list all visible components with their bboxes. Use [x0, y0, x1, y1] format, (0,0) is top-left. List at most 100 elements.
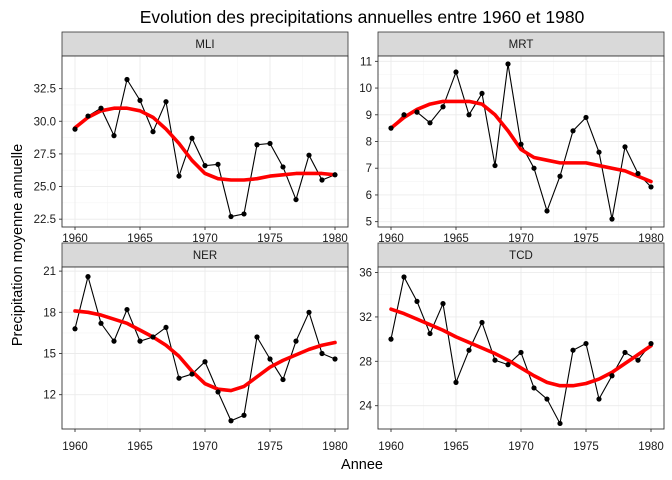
data-point [531, 165, 537, 171]
data-point [150, 334, 156, 340]
x-tick-label: 1980 [322, 441, 348, 453]
y-tick-label: 6 [366, 190, 372, 202]
data-point [427, 330, 433, 337]
x-axis-title: Annee [341, 457, 383, 473]
y-tick-label: 10 [359, 83, 372, 95]
data-point [176, 173, 182, 179]
x-tick-label: 1960 [378, 441, 404, 453]
data-point [518, 349, 524, 356]
y-tick-label: 30.0 [34, 116, 56, 128]
x-tick-label: 1965 [127, 233, 153, 245]
data-point [635, 357, 641, 363]
smooth-trend-line [73, 106, 337, 182]
data-point [583, 340, 589, 347]
x-tick-label: 1970 [508, 441, 534, 453]
chart-title: Evolution des precipitations annuelles e… [140, 7, 585, 27]
data-point [332, 356, 338, 362]
x-tick-label: 1965 [443, 441, 469, 453]
data-point [609, 216, 615, 222]
major-grid [378, 56, 664, 227]
y-tick-label: 18 [43, 307, 56, 319]
data-point [280, 164, 286, 170]
data-point [635, 170, 641, 177]
x-tick-label: 1975 [573, 233, 599, 245]
data-point [622, 144, 628, 150]
data-point [648, 184, 654, 190]
data-point [215, 389, 221, 395]
data-point [293, 196, 299, 203]
data-point [189, 371, 195, 377]
x-tick-label: 1980 [322, 233, 348, 245]
data-point [583, 114, 589, 121]
data-point [241, 412, 247, 418]
data-point [241, 211, 247, 217]
data-point [466, 347, 472, 353]
smooth-trend-line [389, 99, 653, 184]
data-point [557, 173, 563, 179]
data-point [124, 306, 130, 313]
y-tick-label: 32.5 [34, 84, 56, 96]
data-point [202, 359, 208, 365]
data-point [466, 112, 472, 118]
facet-strip [377, 242, 665, 268]
y-tick-label: 36 [359, 268, 372, 280]
data-point [596, 396, 602, 402]
facet-panel-tcd: TCD 1960 1965 1970 1975 1980 24 28 32 36 [359, 242, 665, 453]
data-point [98, 105, 104, 111]
data-point [544, 208, 550, 214]
data-point [401, 274, 407, 280]
observed-points [72, 76, 338, 220]
x-tick-label: 1970 [192, 233, 218, 245]
data-point [531, 385, 537, 391]
smooth-trend-line [73, 309, 337, 393]
data-point [570, 347, 576, 353]
y-tick-label: 12 [43, 390, 56, 402]
data-point [228, 213, 234, 220]
x-tick-label: 1970 [508, 233, 534, 245]
data-point [293, 338, 299, 344]
data-point [215, 161, 221, 167]
data-point [440, 104, 446, 110]
facet-panel-mli: MLI 1960 1965 1970 1975 1980 22.5 25.0 27.5 30.0 3… [34, 31, 349, 245]
data-point [176, 375, 182, 381]
data-point [111, 133, 117, 139]
data-point [544, 396, 550, 402]
data-point [137, 338, 143, 344]
data-point [189, 135, 195, 141]
x-tick-label: 1960 [378, 233, 404, 245]
y-axis-title: Precipitation moyenne annuelle [10, 144, 26, 346]
data-point [306, 152, 312, 158]
y-tick-label: 27.5 [34, 149, 56, 161]
observed-points [72, 274, 338, 424]
y-tick-label: 28 [359, 356, 372, 368]
data-point [150, 129, 156, 135]
data-point [98, 320, 104, 326]
data-point [427, 120, 433, 126]
data-point [492, 357, 498, 363]
facet-strip-label: MLI [195, 39, 214, 51]
data-point [479, 90, 485, 97]
x-tick-label: 1960 [62, 233, 88, 245]
y-tick-label: 11 [360, 56, 372, 68]
observed-points [388, 61, 654, 222]
data-point [453, 69, 459, 75]
data-point [401, 112, 407, 118]
major-grid [62, 267, 348, 429]
data-point [228, 418, 234, 424]
data-point [163, 99, 169, 105]
facet-panel-ner: NER 1960 1965 1970 1975 1980 12 15 18 21 [43, 242, 349, 453]
y-tick-label: 24 [359, 401, 372, 413]
x-tick-label: 1980 [638, 441, 664, 453]
data-point [306, 309, 312, 315]
data-point [414, 298, 420, 304]
y-tick-label: 7 [366, 163, 372, 175]
data-point [414, 109, 420, 115]
data-point [85, 113, 91, 119]
data-point [137, 97, 143, 103]
facet-panels: MLI 1960 1965 1970 1975 1980 22.5 25.0 27.5 30.0 3… [34, 31, 665, 453]
y-tick-label: 25.0 [34, 182, 56, 194]
data-point [453, 379, 459, 385]
data-point [319, 350, 325, 357]
data-point [85, 274, 91, 280]
